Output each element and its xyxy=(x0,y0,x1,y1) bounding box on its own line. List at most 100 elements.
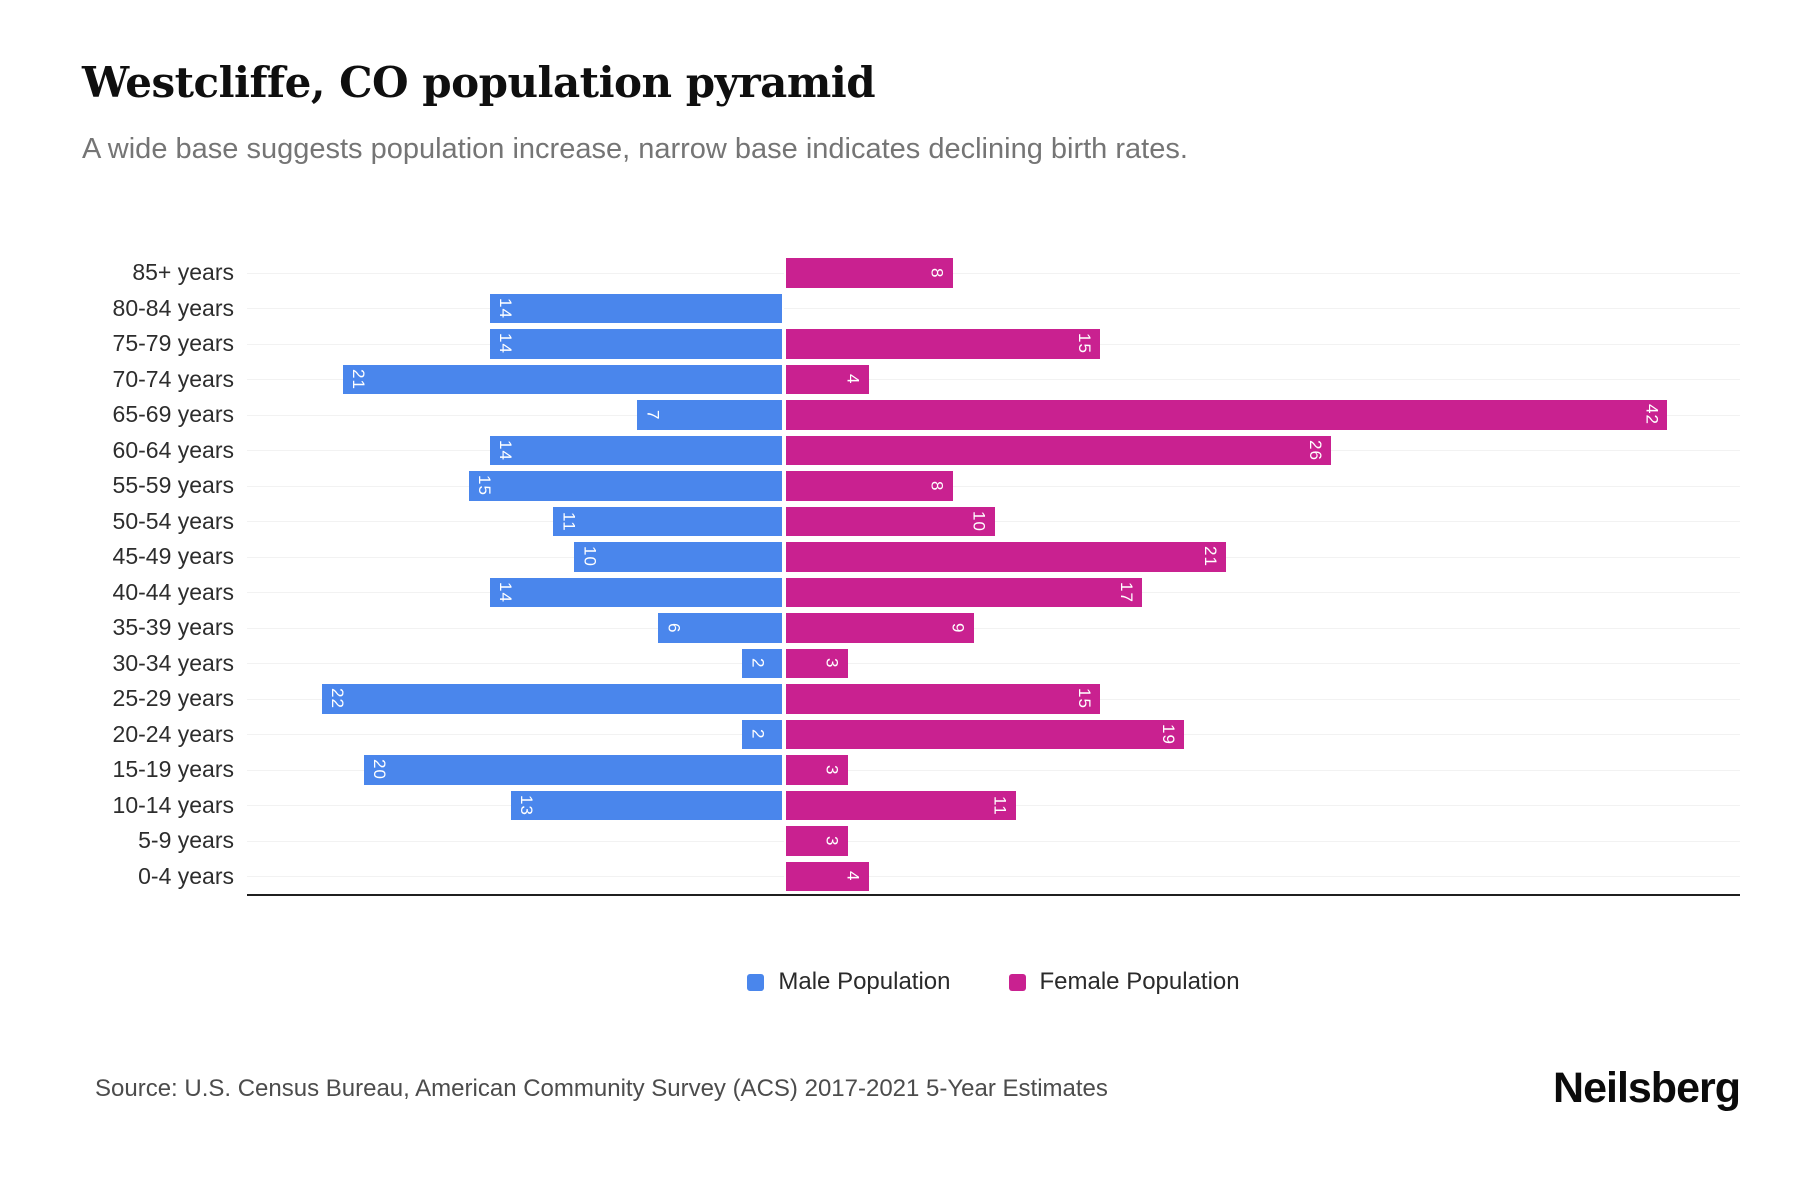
bar-value-label: 2 xyxy=(748,658,768,669)
bar-value-label: 3 xyxy=(822,658,842,669)
age-label: 5-9 years xyxy=(138,827,234,854)
male-bar[interactable]: 21 xyxy=(343,364,785,395)
female-bar[interactable]: 8 xyxy=(784,471,953,501)
pyramid-row: 75-79 years 14 15 xyxy=(82,326,1740,362)
bar-value-label: 11 xyxy=(990,795,1010,816)
row-track: 11 10 xyxy=(247,504,1740,540)
pyramid-row: 25-29 years 22 15 xyxy=(82,681,1740,717)
age-label: 25-29 years xyxy=(112,685,234,712)
axis-baseline xyxy=(247,894,1740,897)
bar-value-label: 9 xyxy=(948,622,968,634)
pyramid-row: 70-74 years 21 4 xyxy=(82,362,1740,398)
legend-item-male[interactable]: Male Population xyxy=(747,968,951,996)
pyramid-row: 65-69 years 7 42 xyxy=(82,397,1740,433)
age-label: 75-79 years xyxy=(112,330,234,357)
female-bar[interactable]: 15 xyxy=(784,329,1100,359)
male-bar[interactable]: 10 xyxy=(574,542,785,572)
male-bar[interactable]: 2 xyxy=(742,719,785,750)
bar-value-label: 22 xyxy=(328,688,348,710)
legend: Male Population Female Population xyxy=(247,968,1740,996)
row-track: 21 4 xyxy=(247,362,1740,398)
age-label: 20-24 years xyxy=(112,720,234,747)
row-track: 14 26 xyxy=(247,433,1740,469)
pyramid-row: 45-49 years 10 21 xyxy=(82,539,1740,575)
female-bar[interactable]: 8 xyxy=(784,258,953,288)
row-track: 15 8 xyxy=(247,468,1740,504)
bar-value-label: 4 xyxy=(843,871,863,882)
bar-value-label: 7 xyxy=(643,409,663,421)
male-bar[interactable]: 2 xyxy=(742,648,785,679)
pyramid-row: 0-4 years 4 xyxy=(82,859,1740,895)
female-bar[interactable]: 9 xyxy=(784,613,974,643)
female-bar[interactable]: 3 xyxy=(784,826,848,856)
age-label: 45-49 years xyxy=(112,543,234,570)
male-bar[interactable]: 14 xyxy=(490,293,785,324)
bar-value-label: 10 xyxy=(969,510,989,532)
male-bar[interactable]: 14 xyxy=(490,435,785,466)
male-bar[interactable]: 11 xyxy=(553,506,785,537)
female-bar[interactable]: 4 xyxy=(784,861,869,892)
bar-value-label: 19 xyxy=(1158,723,1178,745)
pyramid-row: 40-44 years 14 17 xyxy=(82,575,1740,611)
bar-value-label: 3 xyxy=(822,764,842,776)
neilsberg-logo: Neilsberg xyxy=(1553,1064,1741,1113)
age-label: 80-84 years xyxy=(112,294,234,321)
chart-subtitle: A wide base suggests population increase… xyxy=(82,133,1188,166)
pyramid-row: 15-19 years 20 3 xyxy=(82,752,1740,788)
female-bar[interactable]: 3 xyxy=(784,648,848,679)
legend-label-female: Female Population xyxy=(1039,968,1240,996)
bar-value-label: 26 xyxy=(1306,439,1326,461)
female-bar[interactable]: 26 xyxy=(784,435,1332,466)
footer: Source: U.S. Census Bureau, American Com… xyxy=(82,1064,1741,1113)
male-bar[interactable]: 15 xyxy=(469,471,785,501)
legend-item-female[interactable]: Female Population xyxy=(1008,968,1240,996)
row-track: 14 17 xyxy=(247,575,1740,611)
male-bar[interactable]: 20 xyxy=(364,755,785,785)
age-label: 40-44 years xyxy=(112,578,234,605)
female-bar[interactable]: 10 xyxy=(784,506,995,537)
male-bar[interactable]: 14 xyxy=(490,577,785,608)
plot-area: 85+ years 8 80-84 years 14 75-79 years 14 15 70… xyxy=(82,255,1740,894)
pyramid-row: 55-59 years 15 8 xyxy=(82,468,1740,504)
age-label: 15-19 years xyxy=(112,756,234,783)
female-bar[interactable]: 42 xyxy=(784,400,1668,430)
pyramid-row: 35-39 years 6 9 xyxy=(82,610,1740,646)
bar-value-label: 2 xyxy=(748,729,768,740)
bar-value-label: 20 xyxy=(370,759,390,781)
bar-value-label: 14 xyxy=(496,439,516,461)
age-label: 55-59 years xyxy=(112,472,234,499)
female-bar[interactable]: 11 xyxy=(784,790,1016,821)
pyramid-row: 30-34 years 2 3 xyxy=(82,646,1740,682)
male-bar[interactable]: 7 xyxy=(637,400,785,430)
male-swatch-icon xyxy=(747,973,765,991)
male-bar[interactable]: 6 xyxy=(658,613,785,643)
female-bar[interactable]: 3 xyxy=(784,755,848,785)
female-bar[interactable]: 21 xyxy=(784,542,1226,572)
female-bar[interactable]: 19 xyxy=(784,719,1184,750)
bar-value-label: 6 xyxy=(664,622,684,634)
age-label: 65-69 years xyxy=(112,401,234,428)
male-bar[interactable]: 22 xyxy=(322,684,785,714)
row-track: 3 xyxy=(247,823,1740,859)
pyramid-row: 60-64 years 14 26 xyxy=(82,433,1740,469)
bar-value-label: 10 xyxy=(580,546,600,568)
male-bar[interactable]: 13 xyxy=(511,790,785,821)
source-attribution: Source: U.S. Census Bureau, American Com… xyxy=(95,1074,1108,1102)
pyramid-row: 80-84 years 14 xyxy=(82,291,1740,327)
row-track: 14 xyxy=(247,291,1740,327)
bar-value-label: 15 xyxy=(475,475,495,497)
female-bar[interactable]: 15 xyxy=(784,684,1100,714)
legend-label-male: Male Population xyxy=(778,968,951,996)
age-label: 50-54 years xyxy=(112,507,234,534)
male-bar[interactable]: 14 xyxy=(490,329,785,359)
row-track: 8 xyxy=(247,255,1740,291)
female-bar[interactable]: 17 xyxy=(784,577,1142,608)
row-track: 7 42 xyxy=(247,397,1740,433)
age-label: 85+ years xyxy=(132,259,234,286)
female-bar[interactable]: 4 xyxy=(784,364,869,395)
row-track: 4 xyxy=(247,859,1740,895)
bar-value-label: 11 xyxy=(559,511,579,532)
row-track: 14 15 xyxy=(247,326,1740,362)
